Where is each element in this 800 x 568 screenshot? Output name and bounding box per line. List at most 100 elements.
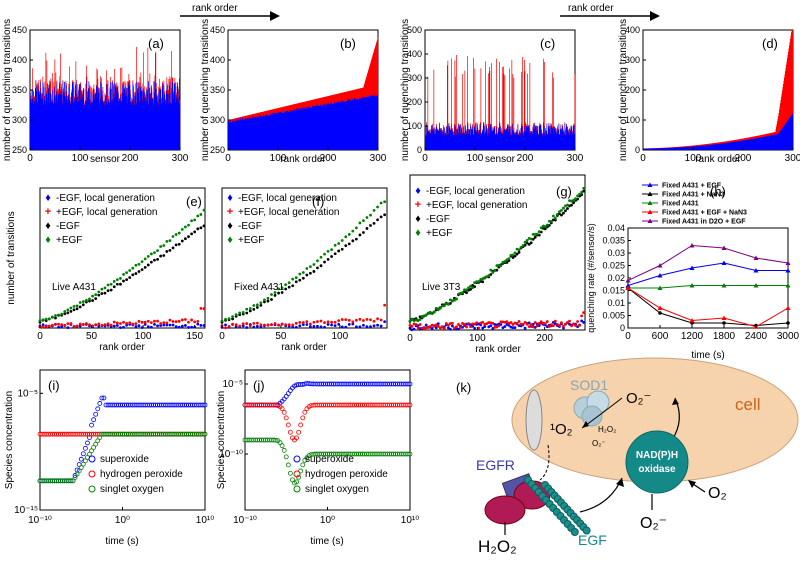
bar-blue (701, 145, 703, 150)
bar-blue (453, 131, 454, 150)
bar-blue (303, 107, 305, 150)
bar-blue (295, 108, 297, 150)
bar-blue (353, 98, 354, 150)
bar-blue (438, 130, 440, 150)
bar-blue (307, 108, 309, 150)
bar-blue (762, 137, 764, 150)
bar-red (433, 69, 435, 150)
data-point (196, 227, 200, 231)
y-tick-label: 10⁻¹⁵ (14, 505, 38, 516)
bar-blue (116, 86, 118, 150)
bar-blue (111, 86, 113, 150)
bar-blue (362, 98, 363, 150)
bar-blue (125, 86, 127, 150)
bar-blue (361, 98, 363, 150)
bar-blue (493, 129, 494, 150)
bar-blue (162, 83, 164, 150)
data-point (481, 326, 485, 330)
data-point (354, 318, 358, 322)
data-point (308, 325, 312, 328)
data-point (471, 286, 474, 290)
data-point (558, 323, 561, 327)
data-point (134, 272, 138, 275)
y-tick-label: 0.04 (607, 223, 625, 233)
data-point (294, 321, 298, 325)
bar-blue (312, 105, 313, 150)
bar-blue (722, 143, 724, 150)
chart-panel-e: (e) Live A431 rank order number of trans… (6, 187, 206, 353)
x-tick-label: 0 (625, 331, 631, 342)
data-point (190, 318, 193, 322)
bar-blue (271, 113, 272, 150)
data-point (298, 278, 302, 282)
bar-blue (80, 83, 81, 150)
egf-bead (582, 526, 591, 535)
bar-blue (672, 147, 674, 150)
bar-blue (496, 127, 498, 150)
bar-blue (509, 126, 510, 150)
data-point (511, 326, 515, 330)
bar-blue (376, 96, 377, 150)
bar-blue (130, 93, 131, 150)
bar-blue (70, 101, 71, 150)
data-point (255, 306, 259, 309)
data-point (436, 308, 440, 312)
bar-blue (714, 144, 716, 150)
bar-blue (468, 129, 470, 150)
bar-blue (343, 100, 344, 150)
rank-order-label-1: rank order (192, 3, 238, 14)
bar-blue (161, 98, 163, 150)
bar-blue (775, 134, 776, 150)
bar-blue (170, 103, 171, 150)
bar-blue (718, 144, 719, 150)
legend-marker: ♦ (227, 220, 233, 232)
bar-blue (559, 134, 561, 150)
bar-blue (172, 81, 173, 150)
egfr-dashed-link (539, 444, 550, 481)
bar-blue (475, 123, 476, 150)
bar-blue (79, 86, 80, 150)
data-point (354, 226, 358, 230)
x-tick-label: 300 (785, 153, 800, 164)
bar-blue (276, 112, 277, 150)
bar-blue (655, 148, 657, 150)
data-point (72, 308, 76, 312)
bar-blue (360, 97, 361, 150)
bar-blue (489, 127, 490, 150)
bar-blue (249, 117, 251, 150)
bar-blue (750, 139, 751, 150)
data-point (344, 244, 348, 248)
bar-blue (436, 126, 437, 150)
bar-blue (513, 133, 514, 150)
bar-blue (504, 127, 506, 150)
bar-blue (481, 134, 483, 150)
data-point (337, 322, 341, 326)
bar-blue (710, 144, 711, 150)
data-point (580, 319, 584, 323)
data-point (326, 249, 330, 253)
bar-blue (520, 128, 522, 150)
bar-blue (476, 124, 478, 150)
bar-blue (41, 99, 43, 150)
bar-red (496, 58, 497, 151)
bar-blue (691, 146, 693, 150)
data-point (467, 286, 470, 290)
bar-blue (349, 99, 350, 150)
bar-blue (531, 133, 533, 150)
bar-blue (87, 97, 89, 150)
bar-blue (713, 144, 715, 150)
data-point (358, 317, 362, 321)
bar-blue (734, 141, 735, 150)
bar-blue (452, 129, 453, 150)
bar-blue (572, 134, 573, 150)
bar-blue (558, 129, 559, 150)
data-point (365, 216, 369, 219)
data-point (562, 324, 565, 328)
bar-blue (291, 110, 293, 150)
panel-e-legend: ♦ -EGF, local generation+ +EGF, local gene… (45, 192, 158, 246)
bar-blue (342, 100, 343, 150)
bar-blue (689, 146, 690, 150)
legend-entry: Fixed A431 in D2O + EGF (662, 219, 746, 226)
